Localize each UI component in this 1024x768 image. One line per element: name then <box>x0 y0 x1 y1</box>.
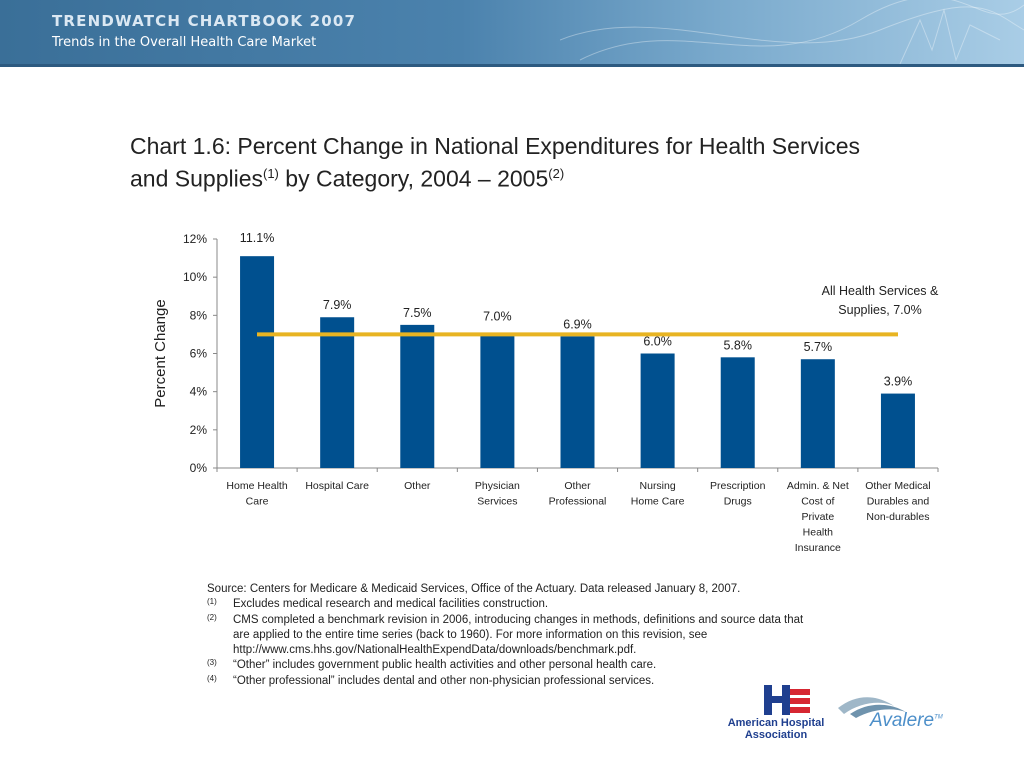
aha-logo: American Hospital Association <box>720 683 832 745</box>
bar-value-label: 11.1% <box>240 231 275 245</box>
x-tick-label: Health <box>803 527 834 539</box>
x-tick-label: Admin. & Net <box>787 480 849 492</box>
footnote: (4) “Other professional” includes dental … <box>207 674 907 689</box>
header-banner: TRENDWATCH CHARTBOOK 2007 Trends in the … <box>0 0 1024 64</box>
bar-value-label: 7.9% <box>323 298 352 312</box>
x-tick-label: Non-durables <box>866 511 929 523</box>
avalere-wave-icon <box>838 697 906 718</box>
source-text: Source: Centers for Medicare & Medicaid … <box>207 583 741 595</box>
avalere-logo: AvalereTM <box>836 690 946 740</box>
x-tick-label: Other Medical <box>865 480 930 492</box>
bar-value-label: 7.0% <box>483 309 512 323</box>
x-tick-label: Hospital Care <box>305 480 369 492</box>
footnote-mark: (3) <box>207 658 217 668</box>
chart-title-line2b: by Category, 2004 – 2005 <box>278 165 549 192</box>
x-tick-label: Private <box>801 511 834 523</box>
x-tick-label: Home Care <box>631 496 685 508</box>
footnote-text: Excludes medical research and medical fa… <box>233 598 549 611</box>
reference-line-label: Supplies, 7.0% <box>838 303 921 317</box>
x-tick-label: Home Health <box>226 480 287 492</box>
footnote-text: are applied to the entire time series (b… <box>233 628 708 641</box>
y-tick-label: 12% <box>183 232 207 246</box>
footnote-mark: (4) <box>207 673 217 683</box>
bar <box>400 324 435 468</box>
bar <box>560 336 595 468</box>
footnote-mark: (1) <box>207 597 217 607</box>
x-tick-label: Nursing <box>640 480 676 492</box>
y-axis-label: Percent Change <box>152 299 169 407</box>
chart-title-footnote-1: (1) <box>263 166 279 181</box>
footnote-text: “Other” includes government public healt… <box>233 659 657 672</box>
footnote-mark: (2) <box>207 612 217 622</box>
x-tick-label: Professional <box>549 496 607 508</box>
chart-title-line2a: and Supplies <box>130 165 263 192</box>
y-tick-label: 6% <box>190 347 208 361</box>
y-tick-label: 4% <box>190 385 208 399</box>
bar-value-label: 5.7% <box>804 340 833 354</box>
footnote: (3) “Other” includes government public he… <box>207 658 907 673</box>
footnote: (1) Excludes medical research and medical… <box>207 597 907 612</box>
bar <box>480 334 515 468</box>
x-tick-label: Other <box>564 480 591 492</box>
x-tick-label: Cost of <box>801 496 834 508</box>
x-tick-label: Care <box>246 496 269 508</box>
x-tick-label: Durables and <box>867 496 930 508</box>
bar <box>320 317 355 468</box>
chart-title-line1: Chart 1.6: Percent Change in National Ex… <box>130 133 861 159</box>
aha-emblem-icon <box>764 685 810 715</box>
source-notes: Source: Centers for Medicare & Medicaid … <box>207 582 907 689</box>
bar-value-label: 5.8% <box>723 338 752 352</box>
y-tick-label: 0% <box>190 461 208 475</box>
x-tick-label: Drugs <box>724 496 752 508</box>
bar <box>240 256 275 468</box>
chartbook-title: TRENDWATCH CHARTBOOK 2007 <box>52 12 357 30</box>
bar <box>880 393 915 468</box>
footnote-text: “Other professional” includes dental and… <box>233 674 655 687</box>
y-tick-label: 2% <box>190 423 208 437</box>
x-tick-label: Physician <box>475 480 520 492</box>
chart-title: Chart 1.6: Percent Change in National Ex… <box>130 133 980 193</box>
footnote: (2) CMS completed a benchmark revision in… <box>207 613 907 659</box>
avalere-wordmark: AvalereTM <box>870 710 943 731</box>
bar <box>720 357 755 468</box>
footnote-text: http://www.cms.hhs.gov/NationalHealthExp… <box>233 644 637 657</box>
reference-line-label: All Health Services & <box>822 284 939 298</box>
bar-value-label: 6.9% <box>563 317 592 331</box>
x-tick-label: Prescription <box>710 480 766 492</box>
x-tick-label: Other <box>404 480 431 492</box>
y-tick-label: 10% <box>183 270 207 284</box>
banner-divider <box>0 64 1024 67</box>
y-tick-label: 8% <box>190 308 208 322</box>
bar <box>800 359 835 468</box>
chart-title-footnote-2: (2) <box>548 166 565 181</box>
bar-value-label: 7.5% <box>403 306 432 320</box>
bar-value-label: 6.0% <box>643 335 672 349</box>
bar <box>640 353 675 468</box>
bar-value-label: 3.9% <box>884 375 913 389</box>
x-tick-label: Insurance <box>795 542 841 554</box>
footnote-text: CMS completed a benchmark revision in 20… <box>233 613 804 626</box>
x-tick-label: Services <box>477 496 517 508</box>
aha-wordmark: American Hospital Association <box>727 717 825 741</box>
banner-decoration <box>560 0 1024 64</box>
footnotes: (1) Excludes medical research and medical… <box>207 597 907 689</box>
chartbook-subtitle: Trends in the Overall Health Care Market <box>52 35 317 50</box>
